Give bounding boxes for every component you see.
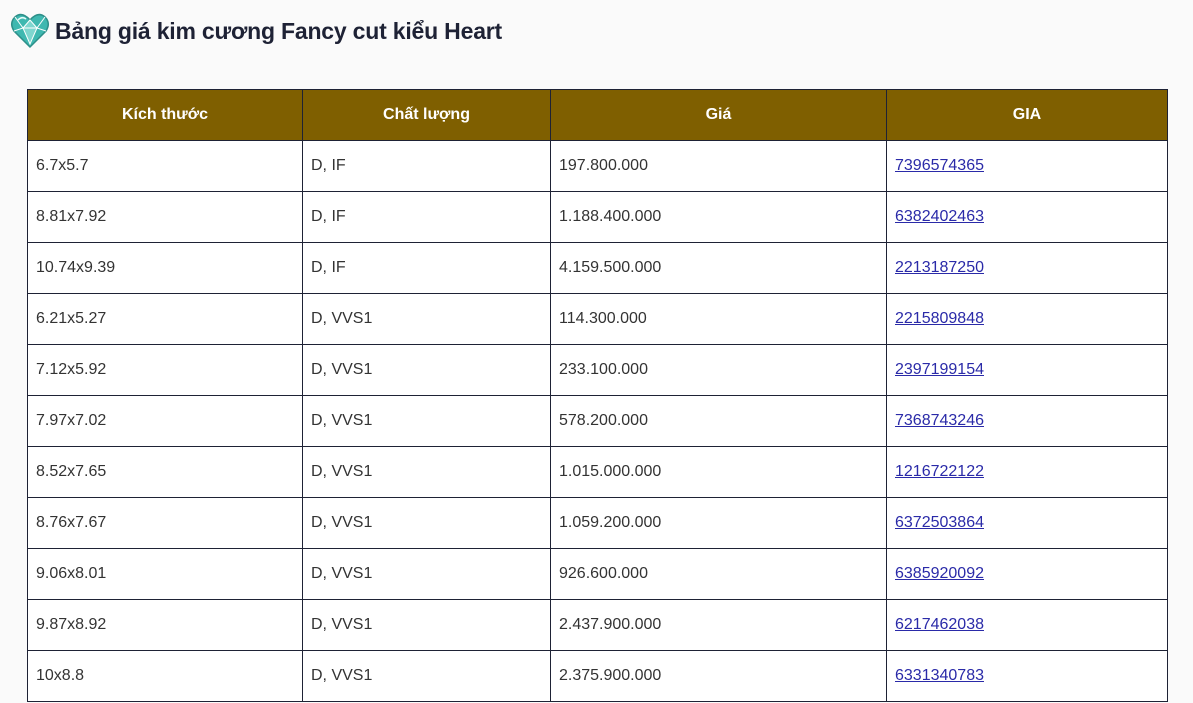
cell-gia: 1216722122	[886, 446, 1168, 498]
cell-price: 4.159.500.000	[550, 242, 887, 294]
cell-gia: 6331340783	[886, 650, 1168, 702]
cell-quality: D, IF	[302, 242, 551, 294]
cell-gia: 6217462038	[886, 599, 1168, 651]
cell-size: 9.06x8.01	[27, 548, 303, 600]
cell-size: 7.12x5.92	[27, 344, 303, 396]
title-bar: Bảng giá kim cương Fancy cut kiểu Heart	[10, 10, 502, 52]
cell-quality: D, IF	[302, 140, 551, 192]
table-row: 8.76x7.67 D, VVS1 1.059.200.000 6372503864	[27, 497, 1168, 549]
cell-size: 8.52x7.65	[27, 446, 303, 498]
column-header-size: Kích thước	[27, 89, 303, 141]
gia-report-link[interactable]: 6382402463	[895, 208, 984, 225]
cell-price: 2.437.900.000	[550, 599, 887, 651]
cell-gia: 6382402463	[886, 191, 1168, 243]
cell-price: 197.800.000	[550, 140, 887, 192]
table-row: 7.12x5.92 D, VVS1 233.100.000 2397199154	[27, 344, 1168, 396]
cell-price: 1.188.400.000	[550, 191, 887, 243]
cell-price: 114.300.000	[550, 293, 887, 345]
cell-gia: 6372503864	[886, 497, 1168, 549]
cell-price: 578.200.000	[550, 395, 887, 447]
cell-quality: D, VVS1	[302, 446, 551, 498]
cell-price: 2.375.900.000	[550, 650, 887, 702]
table-row: 9.06x8.01 D, VVS1 926.600.000 6385920092	[27, 548, 1168, 600]
cell-quality: D, IF	[302, 191, 551, 243]
cell-gia: 7368743246	[886, 395, 1168, 447]
table-row: 6.21x5.27 D, VVS1 114.300.000 2215809848	[27, 293, 1168, 345]
table-row: 6.7x5.7 D, IF 197.800.000 7396574365	[27, 140, 1168, 192]
page-title: Bảng giá kim cương Fancy cut kiểu Heart	[55, 17, 502, 44]
cell-quality: D, VVS1	[302, 395, 551, 447]
cell-size: 8.81x7.92	[27, 191, 303, 243]
cell-size: 9.87x8.92	[27, 599, 303, 651]
gia-report-link[interactable]: 6385920092	[895, 565, 984, 582]
table-row: 10.74x9.39 D, IF 4.159.500.000 2213187250	[27, 242, 1168, 294]
cell-price: 926.600.000	[550, 548, 887, 600]
gia-report-link[interactable]: 6331340783	[895, 667, 984, 684]
gia-report-link[interactable]: 7396574365	[895, 157, 984, 174]
table-row: 8.52x7.65 D, VVS1 1.015.000.000 1216722122	[27, 446, 1168, 498]
table-body: 6.7x5.7 D, IF 197.800.000 7396574365 8.81x7.…	[27, 140, 1168, 702]
gia-report-link[interactable]: 2397199154	[895, 361, 984, 378]
cell-size: 6.7x5.7	[27, 140, 303, 192]
gia-report-link[interactable]: 2213187250	[895, 259, 984, 276]
gia-report-link[interactable]: 1216722122	[895, 463, 984, 480]
column-header-gia: GIA	[886, 89, 1168, 141]
gia-report-link[interactable]: 6372503864	[895, 514, 984, 531]
cell-gia: 7396574365	[886, 140, 1168, 192]
gia-report-link[interactable]: 2215809848	[895, 310, 984, 327]
cell-price: 1.059.200.000	[550, 497, 887, 549]
cell-size: 6.21x5.27	[27, 293, 303, 345]
cell-price: 1.015.000.000	[550, 446, 887, 498]
table-row: 7.97x7.02 D, VVS1 578.200.000 7368743246	[27, 395, 1168, 447]
cell-size: 8.76x7.67	[27, 497, 303, 549]
gia-report-link[interactable]: 7368743246	[895, 412, 984, 429]
cell-quality: D, VVS1	[302, 344, 551, 396]
cell-quality: D, VVS1	[302, 293, 551, 345]
cell-quality: D, VVS1	[302, 599, 551, 651]
table-header-row: Kích thước Chất lượng Giá GIA	[27, 89, 1168, 141]
cell-size: 10x8.8	[27, 650, 303, 702]
cell-gia: 2213187250	[886, 242, 1168, 294]
cell-gia: 2215809848	[886, 293, 1168, 345]
column-header-price: Giá	[550, 89, 887, 141]
cell-size: 10.74x9.39	[27, 242, 303, 294]
cell-gia: 2397199154	[886, 344, 1168, 396]
table-row: 10x8.8 D, VVS1 2.375.900.000 6331340783	[27, 650, 1168, 702]
cell-price: 233.100.000	[550, 344, 887, 396]
cell-quality: D, VVS1	[302, 650, 551, 702]
cell-gia: 6385920092	[886, 548, 1168, 600]
table-row: 9.87x8.92 D, VVS1 2.437.900.000 6217462038	[27, 599, 1168, 651]
column-header-quality: Chất lượng	[302, 89, 551, 141]
price-table: Kích thước Chất lượng Giá GIA 6.7x5.7 D, …	[27, 89, 1168, 702]
cell-size: 7.97x7.02	[27, 395, 303, 447]
gia-report-link[interactable]: 6217462038	[895, 616, 984, 633]
table-row: 8.81x7.92 D, IF 1.188.400.000 6382402463	[27, 191, 1168, 243]
heart-diamond-icon	[10, 11, 50, 51]
cell-quality: D, VVS1	[302, 497, 551, 549]
cell-quality: D, VVS1	[302, 548, 551, 600]
